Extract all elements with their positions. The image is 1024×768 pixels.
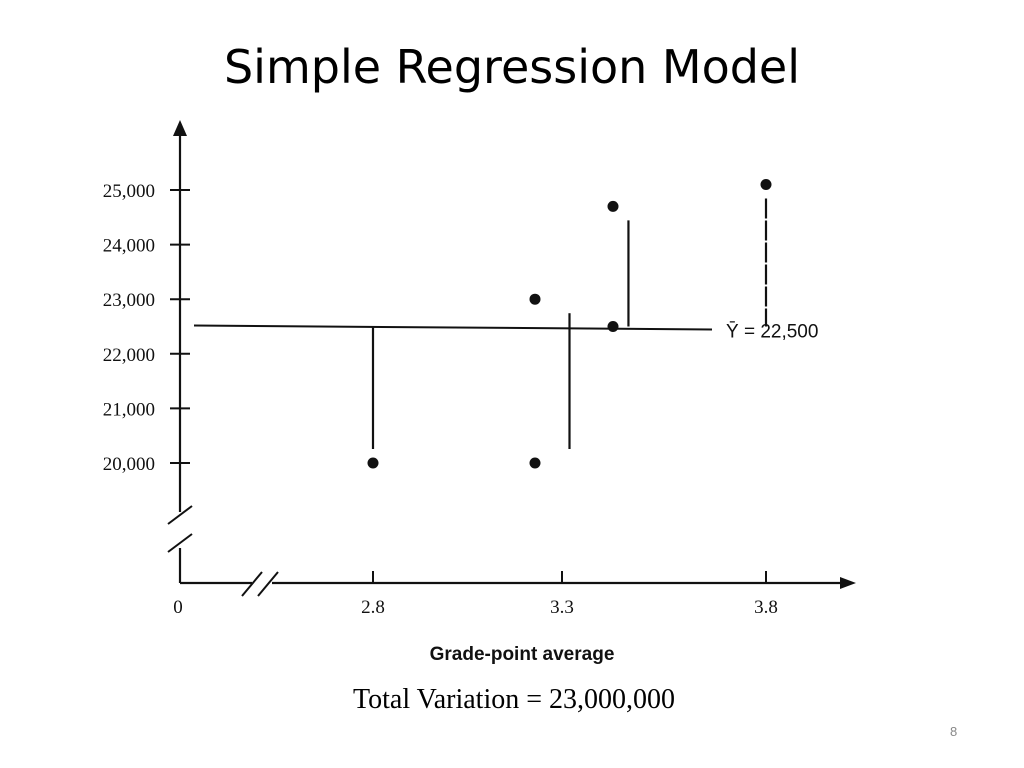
data-point xyxy=(529,293,541,305)
y-axis-break-mark-1 xyxy=(167,505,193,525)
y-tick-label: 22,000 xyxy=(103,345,155,366)
mean-line xyxy=(193,324,713,331)
y-axis-ticks: 20,000 21,000 22,000 23,000 24,000 25,000 xyxy=(103,181,190,475)
y-tick-label: 21,000 xyxy=(103,399,155,420)
data-point xyxy=(367,457,379,469)
x-axis-break-mark-1 xyxy=(241,571,263,597)
x-tick-label: 2.8 xyxy=(361,597,385,618)
data-point xyxy=(529,457,541,469)
total-variation-caption: Total Variation = 23,000,000 xyxy=(352,684,676,715)
x-axis-title: Grade-point average xyxy=(430,644,615,665)
y-tick-label: 23,000 xyxy=(103,290,155,311)
y-axis-break-mark-2 xyxy=(167,533,193,553)
deviation-lines xyxy=(371,198,768,449)
x-tick-label: 0 xyxy=(173,597,183,618)
y-tick-label: 24,000 xyxy=(103,236,155,257)
mean-line-label: Ȳ = 22,500 xyxy=(726,322,818,343)
y-tick-label: 20,000 xyxy=(103,454,155,475)
x-tick-label: 3.8 xyxy=(754,597,778,618)
mean-line-group: Ȳ = 22,500 xyxy=(193,322,818,343)
y-axis-arrowhead xyxy=(173,120,187,136)
x-tick-label: 3.3 xyxy=(550,597,574,618)
data-point xyxy=(607,200,619,212)
slide-title: Simple Regression Model xyxy=(223,40,801,94)
data-point xyxy=(760,179,772,191)
x-axis-break-mark-2 xyxy=(257,571,279,597)
page-number: 8 xyxy=(950,724,958,739)
chart-axes xyxy=(167,120,856,597)
data-points xyxy=(367,179,772,469)
y-tick-label: 25,000 xyxy=(103,181,155,202)
x-axis-ticks: 0 2.8 3.3 3.8 xyxy=(173,571,778,618)
x-axis-arrowhead xyxy=(840,577,856,589)
data-point xyxy=(607,321,619,332)
